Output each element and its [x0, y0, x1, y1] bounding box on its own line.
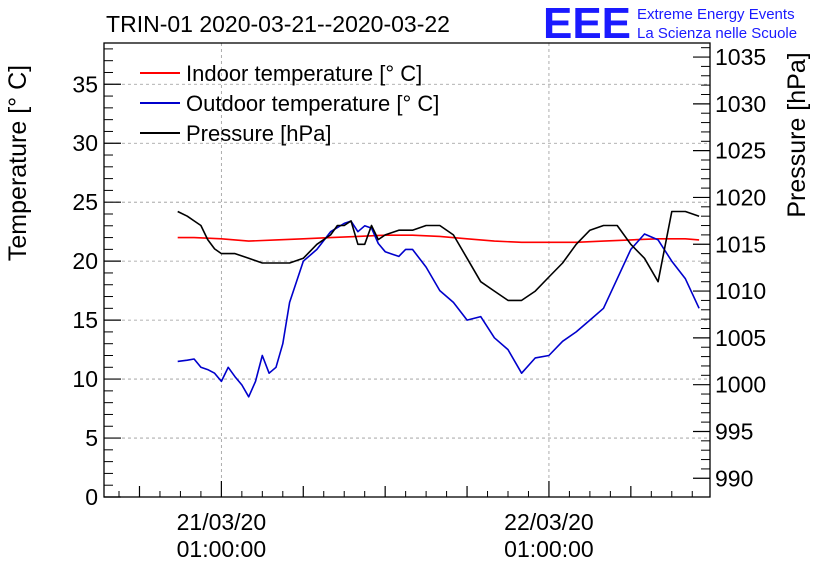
x-tick-label: 22/03/20 — [504, 509, 594, 535]
legend-label: Outdoor temperature [° C] — [186, 91, 439, 116]
y2-tick-label: 1015 — [715, 231, 766, 257]
y2-tick-label: 995 — [715, 418, 753, 444]
y-tick-label: 35 — [72, 71, 98, 97]
x-tick-label: 21/03/20 — [177, 509, 267, 535]
grid — [104, 43, 710, 497]
eee-logo: EEE Extreme Energy Events La Scienza nel… — [543, 0, 797, 48]
y-tick-label: 10 — [72, 366, 98, 392]
legend-label: Pressure [hPa] — [186, 121, 332, 146]
series-line-3 — [177, 210, 700, 302]
plot-frame — [103, 42, 711, 498]
y-tick-label: 20 — [72, 248, 98, 274]
logo-line-1: Extreme Energy Events — [637, 6, 795, 23]
y2-tick-label: 1030 — [715, 91, 766, 117]
y2-axis-label: Pressure [hPa] — [783, 52, 811, 217]
y-tick-label: 15 — [72, 307, 98, 333]
eee-logo-mark: EEE — [543, 0, 631, 48]
series-line-2 — [177, 220, 700, 398]
y2-tick-label: 1035 — [715, 44, 766, 70]
y2-tick-label: 990 — [715, 465, 753, 491]
legend-label: Indoor temperature [° C] — [186, 61, 422, 86]
y2-tick-label: 1005 — [715, 325, 766, 351]
left-axis: 0 5 10 15 20 25 30 35 — [72, 48, 121, 510]
x-tick-label-time: 01:00:00 — [504, 536, 594, 562]
y2-tick-label: 1010 — [715, 278, 766, 304]
y2-tick-label: 1020 — [715, 184, 766, 210]
chart-title: TRIN-01 2020-03-21--2020-03-22 — [106, 11, 450, 37]
right-axis: 990 995 1000 1005 1010 1015 1020 1025 1030 1035 — [693, 44, 766, 491]
y-tick-label: 0 — [85, 484, 98, 510]
x-tick-label-time: 01:00:00 — [177, 536, 267, 562]
series-line-1 — [177, 234, 700, 244]
y-axis-label: Temperature [° C] — [4, 65, 32, 261]
legend: Indoor temperature [° C] Outdoor temperat… — [140, 61, 439, 146]
y-tick-label: 30 — [72, 130, 98, 156]
y2-tick-label: 1000 — [715, 372, 766, 398]
logo-line-2: La Scienza nelle Scuole — [637, 25, 797, 42]
series-layer — [177, 210, 700, 398]
y2-tick-label: 1025 — [715, 138, 766, 164]
y-tick-label: 5 — [85, 425, 98, 451]
y-tick-label: 25 — [72, 189, 98, 215]
